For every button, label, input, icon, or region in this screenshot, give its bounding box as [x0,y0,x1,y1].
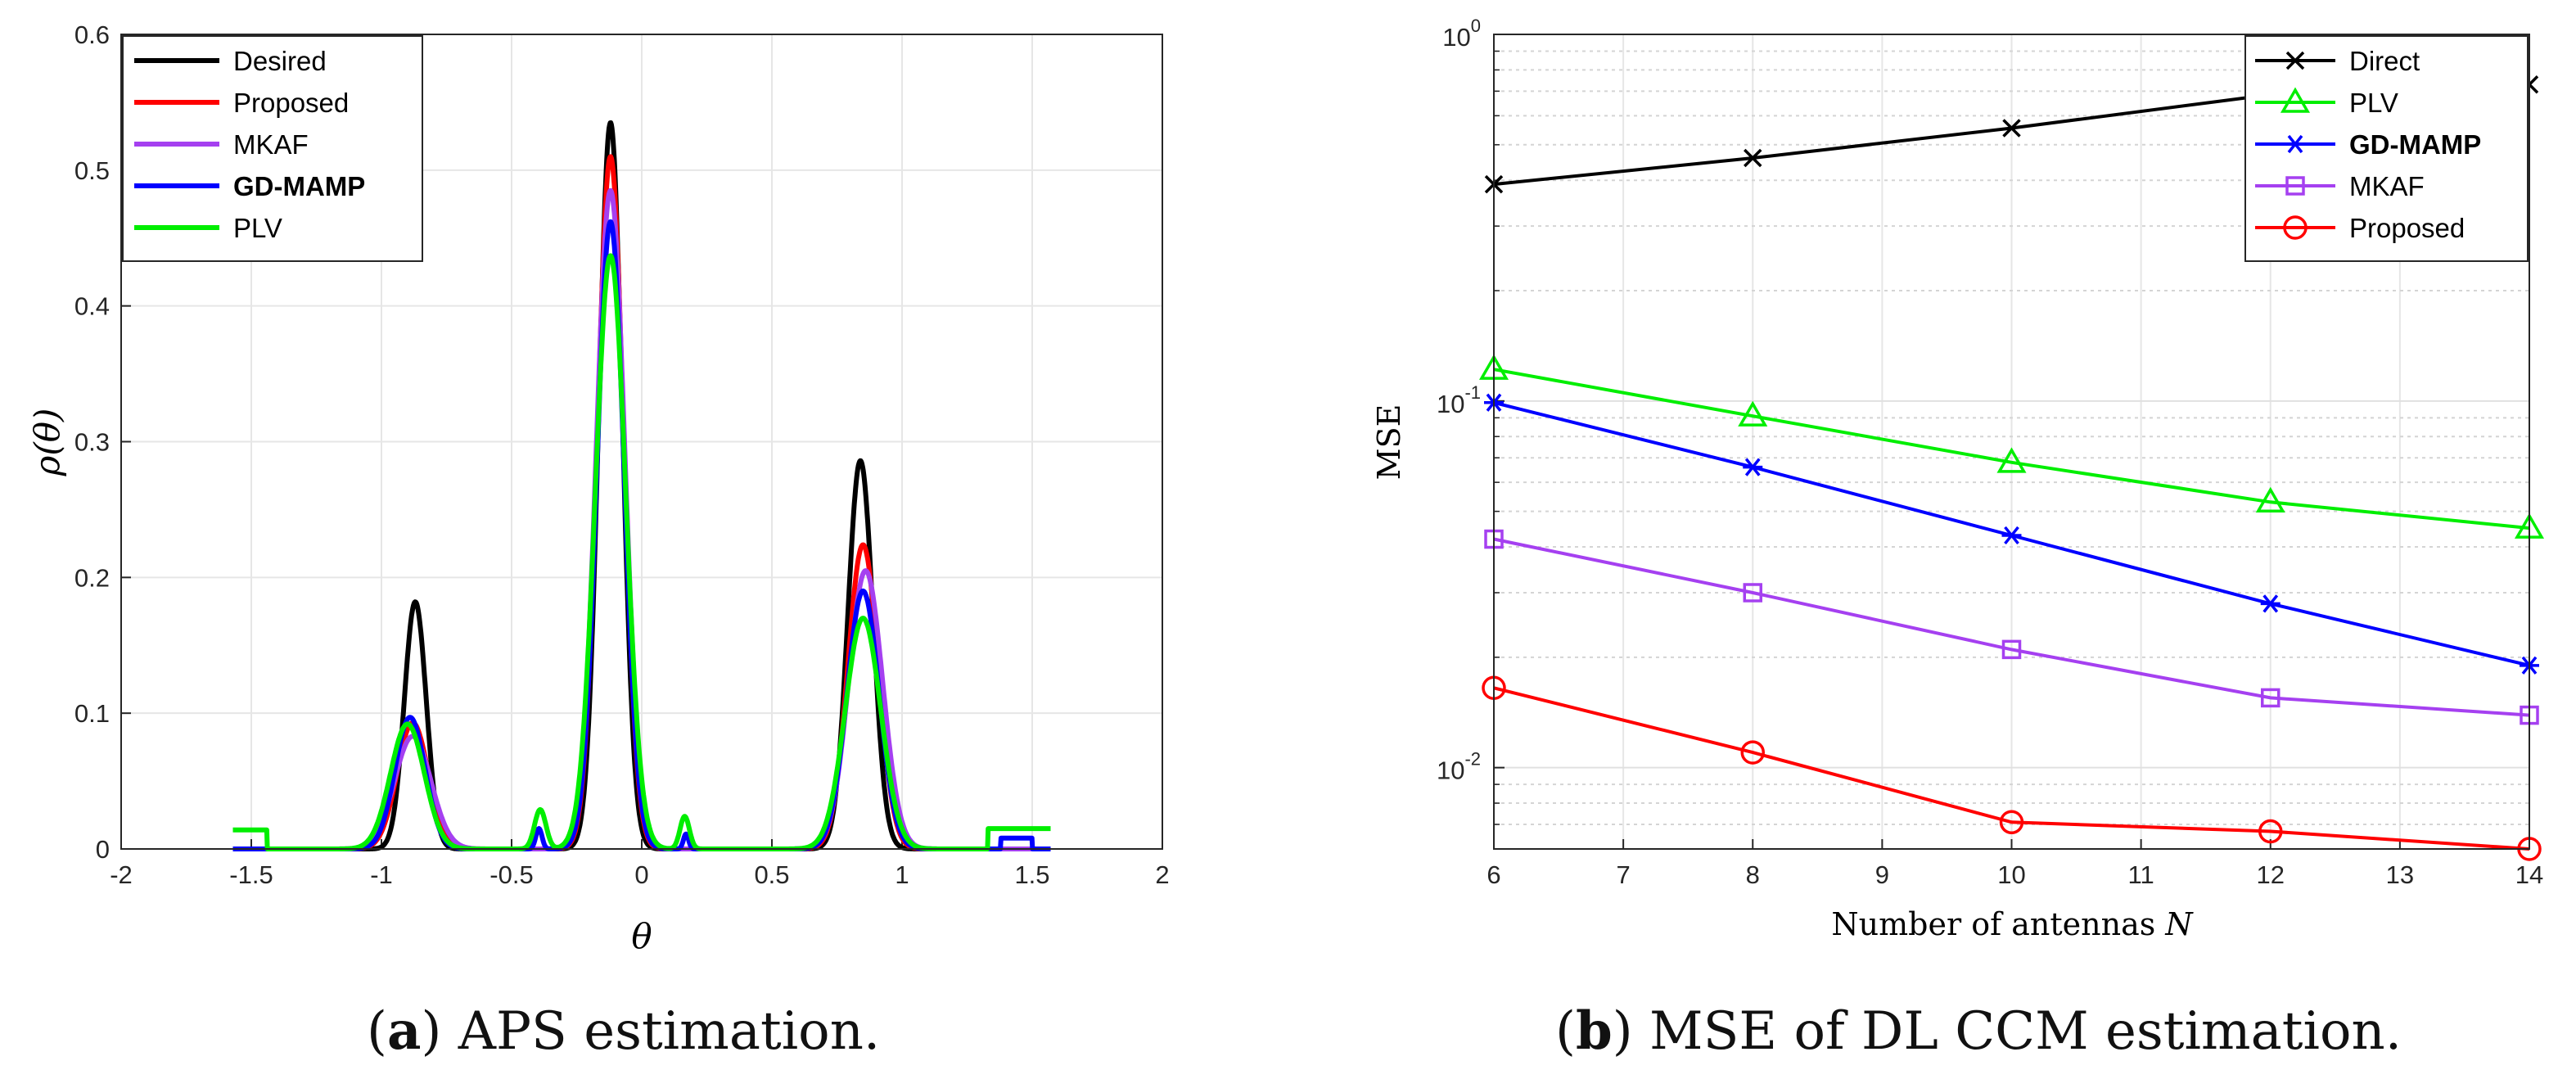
panel-b-marker-proposed [2258,819,2283,844]
panel-b-marker-legend-direct [2285,51,2305,70]
panel-b-marker-legend-mkaf [2285,176,2305,196]
panel-b-axes-box [1493,34,2530,850]
panel-b-x-axis-label: Number of antennas N [1831,906,2194,942]
panel-b-x-tick-label: 14 [2515,860,2543,889]
panel-b-marker-gd-mamp [1743,458,1763,476]
panel-a-legend-label-desired: Desired [233,46,327,76]
panel-b-caption-tag: b [1575,1000,1613,1062]
panel-b-marker-gd-mamp [2001,526,2022,545]
panel-a-x-tick-label: 0 [634,860,648,889]
panel-b-marker-direct [2002,119,2021,138]
panel-b-series-plv [1493,368,2530,530]
panel-b-legend-label-direct: Direct [2349,46,2420,76]
panel-a: -2 -1.5 -1 -0.5 0 0.5 1 1.5 2 0 0.1 0.2 0.3 0.4 0.5 0.6… [27,20,1170,956]
panel-a-series [231,120,1053,851]
panel-b-caption-text: MSE of DL CCM estimation. [1649,1001,2402,1062]
panel-a-x-tick-label: -1 [370,860,393,889]
panel-a-caption-tag: a [386,1000,422,1062]
panel-a-legend-label-plv: PLV [233,213,282,243]
panel-a-x-tick-label: 2 [1155,860,1169,889]
panel-a-y-tick-label: 0.2 [74,563,110,592]
panel-b-marker-proposed [1999,810,2024,835]
panel-b-x-tick-label: 13 [2386,860,2414,889]
panel-a-x-axis-label: θ [631,916,652,956]
panel-a-x-tick-label: -2 [110,860,133,889]
panel-b-caption: (b) MSE of DL CCM estimation. [1555,1000,2402,1062]
panel-a-y-tick-label: 0.5 [74,156,110,185]
panel-b-y-tick-label: 10-1 [1437,382,1481,418]
panel-b-x-tick-label: 6 [1487,860,1500,889]
panel-a-y-tick-label: 0.1 [74,699,110,728]
panel-b: 6 7 8 9 10 11 12 13 14 10-2 10-1 100 Number of ante… [1371,16,2545,942]
panel-b-legend-label-mkaf: MKAF [2349,171,2425,201]
panel-b-series-mkaf [1493,537,2530,717]
panel-b-y-tick-label: 100 [1442,16,1481,52]
panel-b-marker-plv [2255,486,2285,513]
panel-a-legend-box [122,35,423,262]
panel-b-marker-direct [1744,148,1762,168]
panel-a-y-tick-label: 0 [96,835,110,864]
panel-b-legend-label-gd-mamp: GD-MAMP [2349,129,2481,160]
panel-b-y-axis-label: MSE [1371,404,1407,481]
panel-b-series-proposed [1493,686,2530,851]
panel-b-x-tick-label: 12 [2257,860,2285,889]
panel-a-series-plv [231,253,1053,851]
panel-b-marker-proposed [1740,740,1765,765]
panel-b-y-tick-label: 10-2 [1437,749,1481,785]
panel-b-marker-plv [1738,400,1768,427]
panel-b-marker-gd-mamp [2260,594,2281,613]
panel-a-legend-label-mkaf: MKAF [233,129,309,160]
panel-a-y-axis-label: ρ(θ) [27,409,67,477]
panel-a-caption-text: APS estimation. [458,1001,881,1062]
panel-a-x-tick-label: 1 [895,860,909,889]
panel-a-y-tick-label: 0.4 [74,292,110,321]
panel-b-legend: Direct PLV GD-MAMP MKAF Proposed [2244,35,2529,262]
panel-b-marker-mkaf [2261,688,2281,708]
panel-a-tick-labels: -2 -1.5 -1 -0.5 0 0.5 1 1.5 2 0 0.1 0.2 0.3 0.4 0.5 0.6 [74,20,1170,889]
panel-b-marker-legend-plv [2280,87,2311,113]
panel-b-x-tick-label: 9 [1875,860,1889,889]
panel-b-marker-plv [1996,447,2027,473]
panel-a-y-tick-label: 0.6 [74,20,110,49]
panel-b-x-tick-label: 7 [1617,860,1631,889]
panel-a-caption: (a) APS estimation. [367,1000,881,1062]
panel-a-legend-label-proposed: Proposed [233,88,349,118]
panel-b-legend-label-proposed: Proposed [2349,213,2465,243]
panel-a-axes-box [120,34,1163,850]
panel-b-x-tick-label: 11 [2128,860,2154,889]
panel-b-marker-legend-gd-mamp [2285,134,2305,154]
panel-b-marker-mkaf [1743,583,1762,603]
panel-a-x-tick-label: -0.5 [489,860,533,889]
panel-b-marker-legend-proposed [2283,215,2308,240]
panel-a-y-tick-label: 0.3 [74,428,110,457]
panel-b-x-tick-label: 8 [1746,860,1760,889]
panel-a-x-tick-label: 0.5 [754,860,789,889]
panel-a-legend: Desired Proposed MKAF GD-MAMP PLV [122,35,423,262]
panel-b-legend-label-plv: PLV [2349,88,2398,118]
panel-b-series [1478,74,2545,861]
panel-a-x-tick-label: 1.5 [1014,860,1049,889]
panel-a-x-tick-label: -1.5 [229,860,273,889]
panel-b-marker-mkaf [2001,639,2022,660]
panel-b-x-tick-label: 10 [1997,860,2025,889]
panel-a-legend-label-gd-mamp: GD-MAMP [233,171,365,201]
